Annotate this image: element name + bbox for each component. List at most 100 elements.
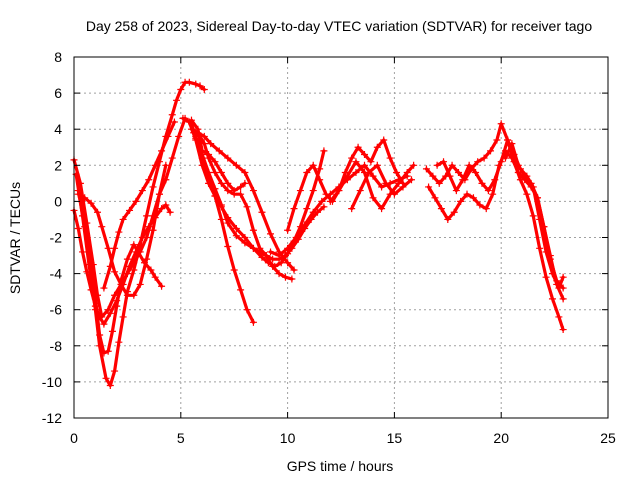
data-point — [559, 326, 567, 334]
data-point — [373, 143, 381, 151]
data-point — [149, 183, 157, 191]
data-point — [177, 85, 185, 93]
data-point — [211, 185, 219, 193]
data-point — [162, 201, 170, 209]
data-point — [422, 165, 430, 173]
data-point — [132, 197, 140, 205]
data-point — [303, 205, 311, 213]
data-point — [501, 154, 509, 162]
data-point — [290, 266, 298, 274]
data-point — [115, 228, 123, 236]
x-tick-label: 20 — [493, 430, 509, 446]
data-point — [170, 118, 178, 126]
series-track-11 — [187, 116, 249, 195]
data-point — [369, 172, 377, 180]
data-point — [465, 161, 473, 169]
data-point — [100, 284, 108, 292]
data-point — [74, 224, 82, 232]
x-axis-label: GPS time / hours — [287, 458, 394, 474]
data-point — [102, 374, 110, 382]
y-tick-label: 2 — [54, 157, 62, 173]
x-tick-label: 25 — [600, 430, 616, 446]
data-point — [290, 205, 298, 213]
data-point — [145, 223, 153, 231]
data-point — [523, 190, 531, 198]
data-point — [106, 309, 114, 317]
data-point — [175, 132, 183, 140]
y-tick-label: -4 — [50, 266, 63, 282]
series-track-14 — [326, 158, 418, 213]
data-point — [224, 187, 232, 195]
data-point — [348, 154, 356, 162]
series-line — [181, 116, 326, 268]
data-point — [480, 154, 488, 162]
data-point — [508, 140, 516, 148]
data-point — [309, 208, 317, 216]
data-point — [194, 125, 202, 133]
y-tick-label: 4 — [54, 121, 62, 137]
data-point — [123, 255, 131, 263]
data-point — [98, 223, 106, 231]
data-point — [303, 169, 311, 177]
data-point — [93, 208, 101, 216]
y-tick-label: 0 — [54, 193, 62, 209]
data-point — [514, 161, 522, 169]
data-point — [437, 205, 445, 213]
data-point — [168, 111, 176, 119]
data-point — [393, 169, 401, 177]
series-track-19 — [501, 140, 567, 303]
data-point — [113, 297, 121, 305]
data-point — [132, 248, 140, 256]
data-point — [514, 169, 522, 177]
y-tick-label: -6 — [50, 302, 63, 318]
data-point — [301, 221, 309, 229]
data-point — [166, 208, 174, 216]
data-point — [469, 194, 477, 202]
data-point — [360, 161, 368, 169]
data-point — [158, 205, 166, 213]
series-track-10 — [187, 125, 298, 274]
data-point — [106, 382, 114, 390]
data-point — [237, 286, 245, 294]
data-point — [117, 280, 125, 288]
data-point — [200, 85, 208, 93]
y-tick-label: 8 — [54, 49, 62, 65]
data-point — [386, 154, 394, 162]
data-point — [454, 169, 462, 177]
data-point — [348, 205, 356, 213]
data-point — [130, 291, 138, 299]
data-point — [493, 136, 501, 144]
data-point — [354, 143, 362, 151]
data-point — [215, 147, 223, 155]
data-point — [425, 183, 433, 191]
data-point — [164, 132, 172, 140]
data-point — [407, 176, 415, 184]
data-point — [168, 154, 176, 162]
data-point — [192, 80, 200, 88]
data-point — [399, 183, 407, 191]
data-point — [158, 282, 166, 290]
data-point — [429, 172, 437, 180]
data-point — [158, 147, 166, 155]
data-point — [256, 244, 264, 252]
data-point — [111, 268, 119, 276]
data-point — [356, 187, 364, 195]
data-point — [448, 161, 456, 169]
data-point — [258, 208, 266, 216]
data-point — [81, 223, 89, 231]
data-point — [360, 150, 368, 158]
data-point — [318, 197, 326, 205]
data-point — [431, 194, 439, 202]
data-point — [136, 280, 144, 288]
data-point — [433, 161, 441, 169]
data-point — [115, 338, 123, 346]
y-tick-label: 6 — [54, 85, 62, 101]
axis-ticks — [73, 56, 609, 419]
data-point — [472, 169, 480, 177]
data-point — [241, 239, 249, 247]
series-track-5 — [74, 161, 170, 299]
data-point — [243, 306, 251, 314]
data-point — [87, 199, 95, 207]
data-point — [211, 158, 219, 166]
